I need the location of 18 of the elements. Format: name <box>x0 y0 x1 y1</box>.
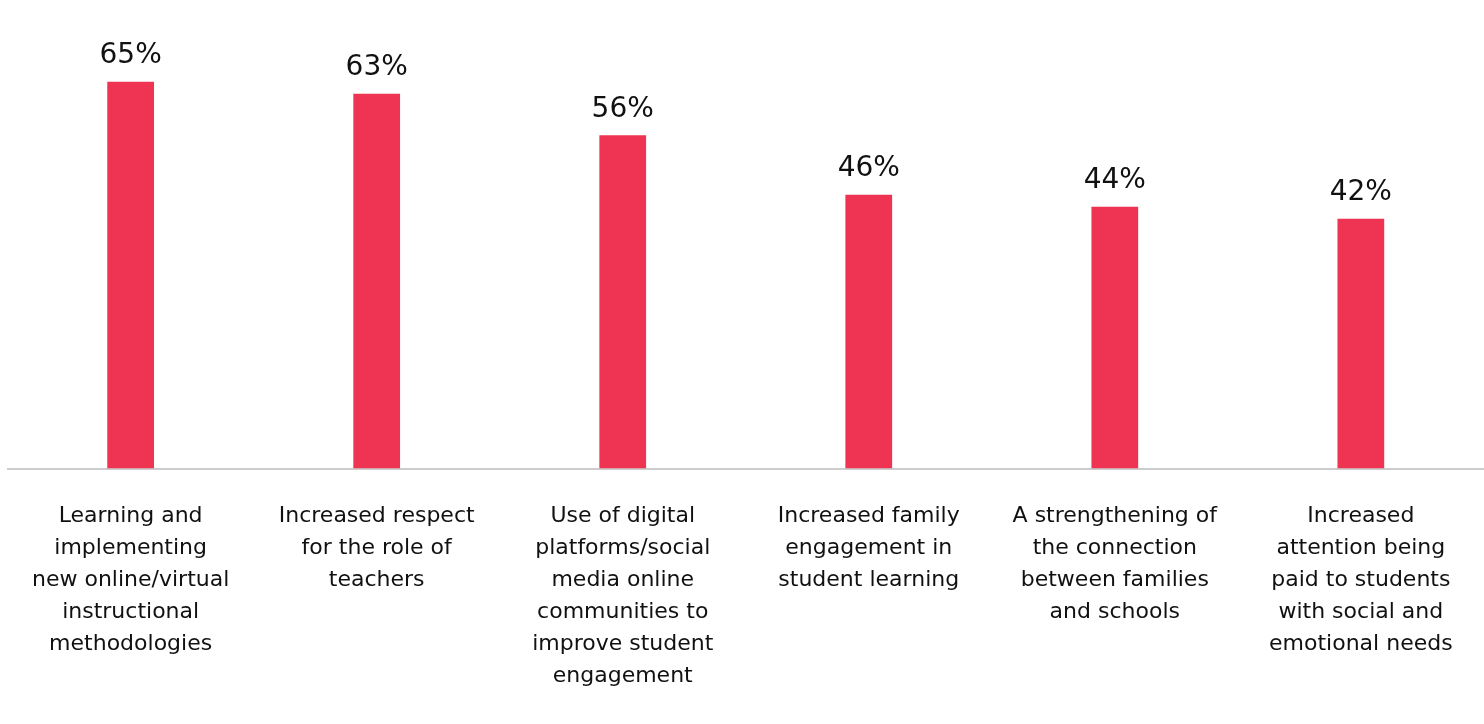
bar <box>107 81 155 469</box>
data-label: 46% <box>837 150 900 184</box>
data-label: 65% <box>99 37 162 71</box>
data-label: 56% <box>591 90 654 124</box>
data-label: 42% <box>1329 173 1392 207</box>
bar <box>845 194 893 469</box>
bar <box>353 93 401 469</box>
bar <box>599 135 647 469</box>
bar <box>1091 206 1139 469</box>
x-tick-label: Increased attention being paid to students with social and emotional needs <box>1269 502 1453 655</box>
data-label: 63% <box>345 48 408 82</box>
x-tick-label: Increased respect for the role of teachers <box>278 502 475 592</box>
x-tick-label: A strengthening of the connection between families and schools <box>1012 502 1219 623</box>
x-tick-label: Use of digital platforms/social media online communities to improve student engagement <box>532 502 714 687</box>
x-tick-label: Increased family engagement in student learning <box>777 502 960 592</box>
bar <box>1337 218 1385 469</box>
x-tick-label: Learning and implementing new online/virtual instructional methodologies <box>31 502 230 655</box>
data-label: 44% <box>1083 162 1146 196</box>
